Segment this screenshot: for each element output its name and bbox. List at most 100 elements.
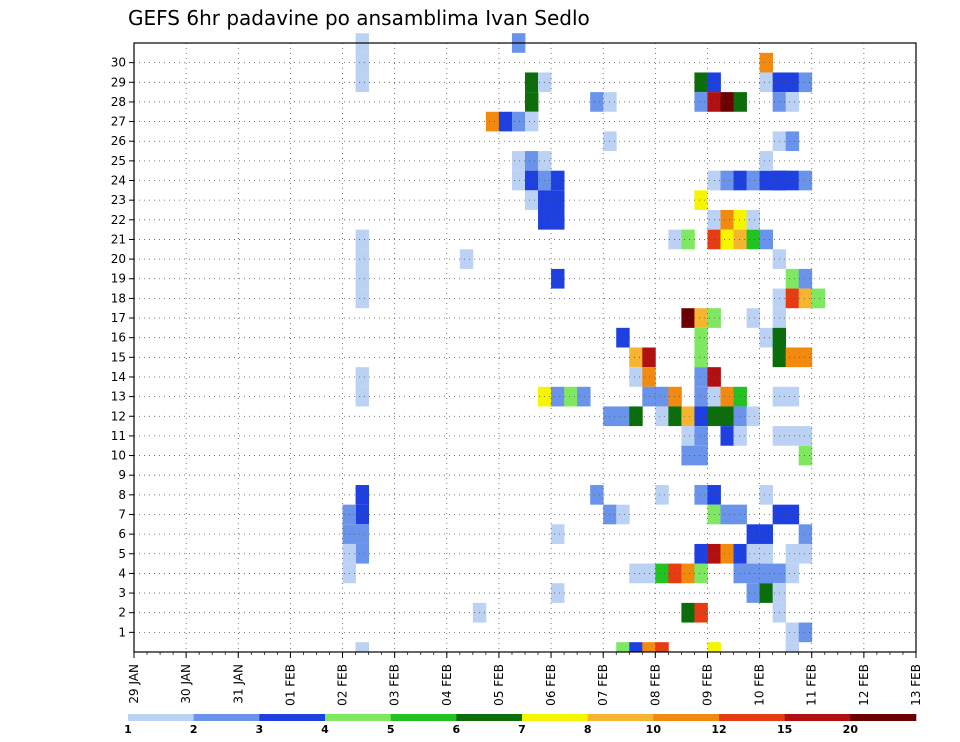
heatmap-cell xyxy=(694,72,708,93)
heatmap-cell xyxy=(798,170,813,191)
heatmap-cell xyxy=(694,602,708,623)
y-tick-label: 16 xyxy=(111,331,126,345)
x-tick-label: 04 FEB xyxy=(440,664,454,706)
heatmap-cell xyxy=(798,524,813,544)
heatmap-cell xyxy=(629,347,643,368)
heatmap-cell xyxy=(746,170,760,191)
heatmap-cell xyxy=(733,406,747,427)
heatmap-cell xyxy=(720,406,734,427)
x-tick-label: 07 FEB xyxy=(596,664,610,706)
heatmap-cell xyxy=(720,504,734,525)
heatmap-cell xyxy=(733,170,747,191)
heatmap-cell xyxy=(681,563,695,584)
heatmap-cell xyxy=(511,111,526,132)
legend-label: 2 xyxy=(190,723,198,736)
heatmap-cell xyxy=(785,131,800,152)
y-tick-label: 4 xyxy=(118,566,126,580)
legend-swatch xyxy=(784,714,851,721)
x-tick-label: 11 FEB xyxy=(805,664,819,706)
heatmap-cell xyxy=(355,642,369,652)
heatmap-cell xyxy=(746,524,760,544)
heatmap-cell xyxy=(564,386,578,407)
heatmap-cell xyxy=(355,229,369,250)
y-tick-label: 10 xyxy=(111,449,126,463)
heatmap-cell xyxy=(694,308,708,328)
heatmap-cell xyxy=(681,445,695,466)
y-tick-label: 3 xyxy=(118,586,126,600)
heatmap-cell xyxy=(785,347,800,368)
heatmap-cell xyxy=(720,229,734,250)
heatmap-cell xyxy=(525,170,539,191)
legend-label: 6 xyxy=(453,723,461,736)
legend-label: 10 xyxy=(646,723,662,736)
heatmap-cell xyxy=(746,563,760,584)
x-tick-label: 09 FEB xyxy=(700,664,714,706)
heatmap-cell xyxy=(785,642,800,652)
x-tick-label: 12 FEB xyxy=(857,664,871,706)
heatmap-cell xyxy=(759,151,774,171)
heatmap-cell xyxy=(511,170,526,191)
chart-title: GEFS 6hr padavine po ansamblima Ivan Sed… xyxy=(128,6,590,30)
heatmap-cell xyxy=(577,386,591,407)
heatmap-cell xyxy=(668,229,682,250)
heatmap-cell xyxy=(629,563,643,584)
x-tick-label: 29 JAN xyxy=(127,664,141,704)
heatmap-cell xyxy=(355,386,369,407)
heatmap-cell xyxy=(511,151,526,171)
x-tick-label: 08 FEB xyxy=(648,664,662,706)
legend-label: 8 xyxy=(584,723,592,736)
y-tick-label: 30 xyxy=(111,56,126,70)
legend-label: 7 xyxy=(518,723,526,736)
heatmap-cell xyxy=(785,72,800,93)
heatmap-cell xyxy=(551,268,565,289)
heatmap-cell xyxy=(720,426,734,446)
heatmap-cell xyxy=(720,209,734,230)
heatmap-cell xyxy=(759,52,774,73)
heatmap-cell xyxy=(759,485,774,505)
y-tick-label: 14 xyxy=(111,370,126,384)
heatmap-cell xyxy=(746,543,760,564)
heatmap-cell xyxy=(694,327,708,348)
y-tick-label: 9 xyxy=(118,468,126,482)
legend-swatch xyxy=(128,714,194,721)
heatmap-cell xyxy=(694,347,708,368)
x-tick-label: 01 FEB xyxy=(283,664,297,706)
heatmap-cell xyxy=(681,426,695,446)
heatmap-cell xyxy=(525,72,539,93)
heatmap-cell xyxy=(759,229,774,250)
heatmap-cell xyxy=(798,622,813,643)
color-legend: 1 2 3 4 5 6 7 8 10 12 15 20 xyxy=(124,714,917,736)
heatmap-cell xyxy=(733,504,747,525)
heatmap-cell xyxy=(681,406,695,427)
heatmap-cell xyxy=(355,504,369,525)
x-tick-label: 03 FEB xyxy=(388,664,402,706)
heatmap-cell xyxy=(785,170,800,191)
heatmap-cell xyxy=(733,543,747,564)
y-tick-label: 17 xyxy=(111,311,126,325)
heatmap-cell xyxy=(642,642,656,652)
y-tick-label: 21 xyxy=(111,232,126,246)
heatmap-cell xyxy=(551,209,565,230)
heatmap-cell xyxy=(655,563,669,584)
heatmap-cell xyxy=(616,327,630,348)
heatmap-cell xyxy=(355,288,369,309)
legend-label: 12 xyxy=(711,723,726,736)
x-tick-label: 30 JAN xyxy=(179,664,193,704)
heatmap-cell xyxy=(551,190,565,210)
heatmap-cell xyxy=(759,543,774,564)
heatmap-cell xyxy=(798,268,813,289)
legend-label: 3 xyxy=(256,723,264,736)
heatmap-cell xyxy=(355,524,369,544)
y-tick-label: 24 xyxy=(111,174,126,188)
heatmap-cell xyxy=(694,563,708,584)
heatmap-cell xyxy=(746,229,760,250)
heatmap-cell xyxy=(551,524,565,544)
heatmap-cell xyxy=(629,642,643,652)
heatmap-cell xyxy=(733,563,747,584)
heatmap-cell xyxy=(525,190,539,210)
y-tick-label: 5 xyxy=(118,547,126,561)
y-tick-label: 25 xyxy=(111,154,126,168)
heatmap-cell xyxy=(355,268,369,289)
y-tick-label: 1 xyxy=(118,625,126,639)
heatmap-cell xyxy=(459,249,474,269)
